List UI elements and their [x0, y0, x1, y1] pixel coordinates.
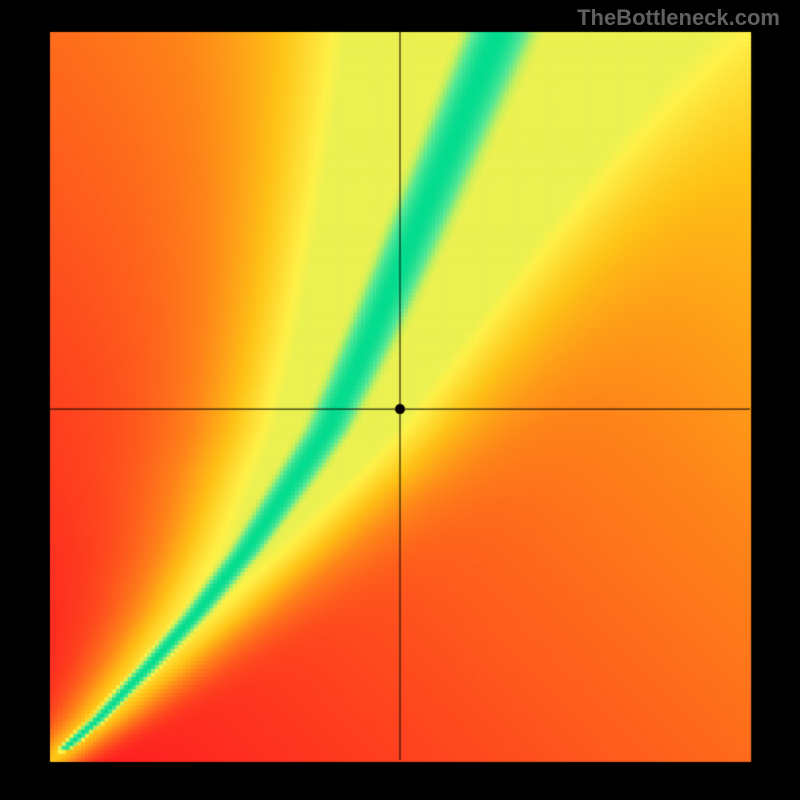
chart-stage: TheBottleneck.com [0, 0, 800, 800]
heatmap-canvas [0, 0, 800, 800]
